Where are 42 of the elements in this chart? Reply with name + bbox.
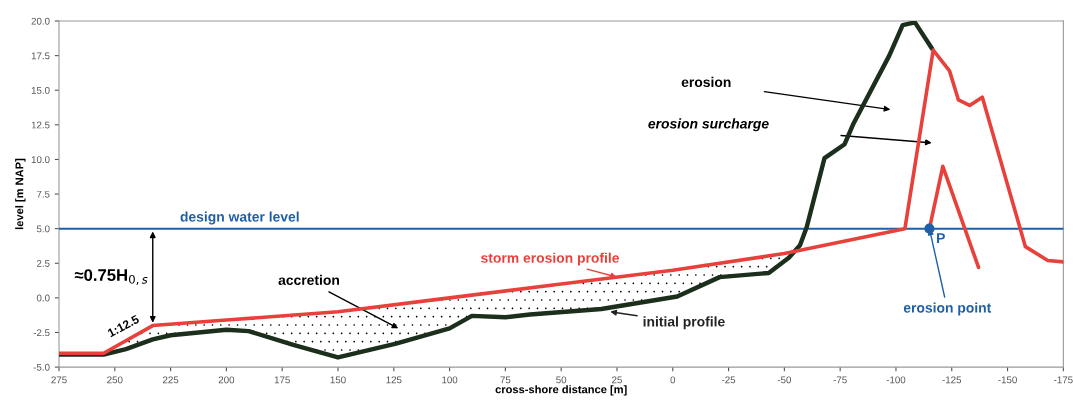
x-tick-label: -50 xyxy=(777,376,792,384)
x-tick-label: 275 xyxy=(51,376,67,384)
x-tick-label: 125 xyxy=(386,376,402,384)
x-tick-label: -25 xyxy=(721,376,736,384)
x-axis-title: cross-shore distance [m] xyxy=(495,385,627,396)
x-tick-label: 0 xyxy=(670,376,676,384)
x-tick-label: 75 xyxy=(500,376,511,384)
x-tick-label: 175 xyxy=(274,376,290,384)
series-label: storm erosion profile xyxy=(481,252,619,266)
annotation: erosion surcharge xyxy=(648,118,769,132)
x-tick-label: 25 xyxy=(612,376,622,384)
text: erosion point xyxy=(903,302,992,316)
annotation: ≈0.75H$_{0,s}$ xyxy=(74,269,148,285)
x-tick-label: 150 xyxy=(330,376,346,384)
x-tick-label: 50 xyxy=(556,376,567,384)
y-tick-label: 17.5 xyxy=(31,52,50,60)
y-tick-label: 15.0 xyxy=(31,86,50,94)
y-tick-label: 10.0 xyxy=(31,156,50,164)
line-series xyxy=(59,48,1064,356)
ref-line-label: design water level xyxy=(180,211,299,225)
legend-label: initial profile xyxy=(643,316,725,330)
y-tick-label: 5.0 xyxy=(36,225,50,233)
x-tick-label: 250 xyxy=(107,376,123,384)
y-tick-label: -2.5 xyxy=(33,329,50,337)
annotation: P xyxy=(937,233,945,243)
y-tick-label: 12.5 xyxy=(31,121,50,129)
x-tick-label: 225 xyxy=(162,376,179,384)
x-tick-label: -175 xyxy=(1054,376,1073,384)
y-tick-label: 0.0 xyxy=(36,294,50,302)
x-tick-label: -150 xyxy=(998,376,1017,384)
x-tick-label: 100 xyxy=(442,376,458,384)
x-tick-label: 200 xyxy=(218,376,235,384)
x-tick-label: -75 xyxy=(833,376,847,384)
annotation: erosion xyxy=(681,76,731,88)
annotation: accretion xyxy=(278,274,339,285)
x-tick-label: -100 xyxy=(886,376,906,384)
y-tick-label: 20.0 xyxy=(31,17,50,25)
y-tick-label: 7.5 xyxy=(36,190,50,198)
y-tick-label: 2.5 xyxy=(36,260,50,267)
y-axis-title: level [m NAP] xyxy=(15,158,26,230)
x-tick-label: -125 xyxy=(942,376,962,384)
y-tick-label: -5.0 xyxy=(33,363,50,371)
